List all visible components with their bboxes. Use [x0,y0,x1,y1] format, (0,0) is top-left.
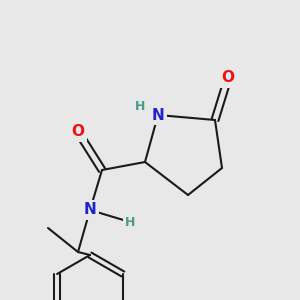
Text: N: N [84,202,96,217]
Text: H: H [125,215,135,229]
Text: N: N [152,107,164,122]
Text: O: O [221,70,235,86]
Text: H: H [135,100,145,113]
Text: O: O [71,124,85,140]
